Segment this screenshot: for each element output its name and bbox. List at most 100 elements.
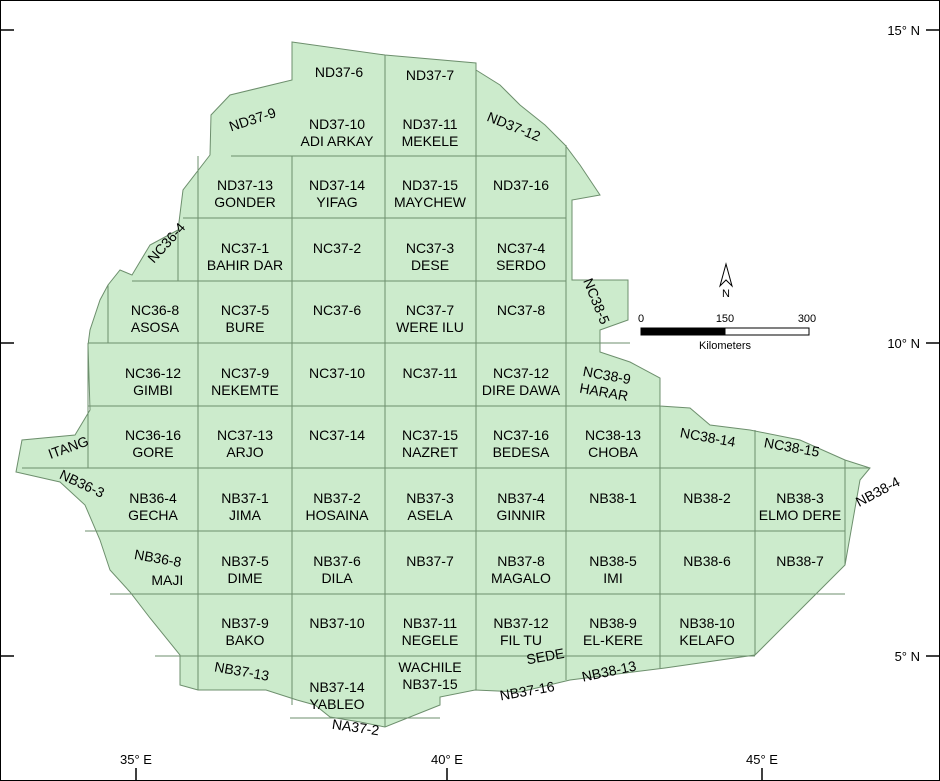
sheet-name: FIL TU xyxy=(500,632,542,648)
sheet-name: ADI ARKAY xyxy=(301,133,375,149)
sheet-id: NB37-11 xyxy=(403,615,457,631)
sheet-label-nb37-10: NB37-10 xyxy=(309,615,364,631)
scale-bar-white xyxy=(724,327,810,336)
sheet-id: NB38-2 xyxy=(683,490,731,506)
sheet-id: NB37-4 xyxy=(497,490,545,506)
sheet-label-nb38-6: NB38-6 xyxy=(683,553,731,569)
sheet-name: JIMA xyxy=(229,507,262,523)
sheet-name: EL-KERE xyxy=(583,632,643,648)
sheet-label-nc37-11: NC37-11 xyxy=(403,365,458,381)
sheet-id: NC37-5 xyxy=(221,302,269,318)
sheet-id: NC37-8 xyxy=(497,302,545,318)
scale-bar: 0 150 300 Kilometers xyxy=(638,313,816,352)
sheet-id: NB37-1 xyxy=(221,490,269,506)
lon-label-40: 40° E xyxy=(431,752,463,767)
sheet-id: NB38-9 xyxy=(589,615,637,631)
sheet-id: ND37-6 xyxy=(315,64,363,80)
sheet-name: YABLEO xyxy=(310,696,365,712)
sheet-name: ASELA xyxy=(407,507,453,523)
sheet-id: ND37-13 xyxy=(217,177,273,193)
sheet-id: NC36-12 xyxy=(125,365,181,381)
sheet-name: BAKO xyxy=(226,632,265,648)
sheet-id: NA37-2 xyxy=(331,716,380,738)
sheet-id: NB37-10 xyxy=(309,615,364,631)
scale-tick-150: 150 xyxy=(716,313,734,325)
scale-unit: Kilometers xyxy=(699,340,751,352)
sheet-id: NC37-9 xyxy=(221,365,269,381)
sheet-name: DESE xyxy=(411,257,449,273)
sheet-name: GECHA xyxy=(128,507,178,523)
sheet-name: NEGELE xyxy=(402,632,459,648)
sheet-name: CHOBA xyxy=(588,444,638,460)
sheet-name: GINNIR xyxy=(497,507,546,523)
sheet-name: ARJO xyxy=(226,444,263,460)
sheet-name: SERDO xyxy=(496,257,546,273)
sheet-id: NC37-16 xyxy=(493,427,549,443)
sheet-name: NEKEMTE xyxy=(211,382,279,398)
north-arrow-label: N xyxy=(722,288,730,300)
sheet-label-nc37-10: NC37-10 xyxy=(309,365,365,381)
sheet-id: NC37-10 xyxy=(309,365,365,381)
sheet-label-na37-2: NA37-2 xyxy=(331,716,380,738)
sheet-name: GONDER xyxy=(214,194,275,210)
sheet-id: NB37-6 xyxy=(313,553,361,569)
sheet-id: NC37-15 xyxy=(402,427,458,443)
scale-bar-black xyxy=(640,327,726,336)
sheet-id: NC36-16 xyxy=(125,427,181,443)
sheet-name: WERE ILU xyxy=(396,319,464,335)
sheet-id: NC37-2 xyxy=(313,240,361,256)
sheet-id: ND37-11 xyxy=(403,116,458,132)
sheet-name: NAZRET xyxy=(402,444,458,460)
sheet-id: NB38-5 xyxy=(589,553,637,569)
sheet-id: NB37-3 xyxy=(406,490,454,506)
north-arrow: N xyxy=(719,262,733,300)
sheet-name: DIME xyxy=(228,570,263,586)
scale-tick-0: 0 xyxy=(638,313,644,325)
sheet-label-nb38-1: NB38-1 xyxy=(589,490,637,506)
country-shape xyxy=(15,41,871,728)
sheet-id: NB38-6 xyxy=(683,553,731,569)
sheet-name: MEKELE xyxy=(402,133,459,149)
sheet-id: NB38-10 xyxy=(679,615,734,631)
sheet-label-nc37-6: NC37-6 xyxy=(313,302,361,318)
sheet-label-nd37-7: ND37-7 xyxy=(406,67,454,83)
sheet-id: NB37-7 xyxy=(406,553,454,569)
sheet-id: ND37-10 xyxy=(309,116,365,132)
sheet-id: NB37-2 xyxy=(313,490,361,506)
sheet-id: NB37-14 xyxy=(309,679,364,695)
sheet-label-nb38-2: NB38-2 xyxy=(683,490,731,506)
sheet-name: KELAFO xyxy=(679,632,734,648)
sheet-name: DILA xyxy=(321,570,353,586)
sheet-name: GIMBI xyxy=(133,382,173,398)
sheet-id: NC37-1 xyxy=(221,240,269,256)
sheet-id: NC37-13 xyxy=(217,427,273,443)
